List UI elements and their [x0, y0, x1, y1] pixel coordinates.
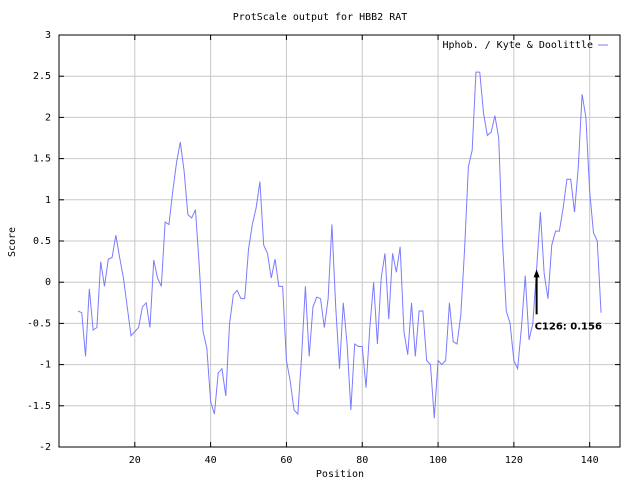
y-tick-label: 2	[45, 112, 51, 123]
x-axis-label: Position	[316, 469, 364, 480]
legend-label: Hphob. / Kyte & Doolittle	[442, 40, 593, 51]
annotation-text: C126: 0.156	[535, 321, 602, 332]
y-tick-label: 0.5	[33, 236, 51, 247]
y-tick-label: -1	[39, 360, 51, 371]
y-tick-label: -0.5	[27, 318, 51, 329]
y-tick-label: 2.5	[33, 71, 51, 82]
annotation-arrowhead	[533, 269, 540, 278]
y-tick-label: -1.5	[27, 401, 51, 412]
y-tick-label: -2	[39, 442, 51, 453]
x-tick-label: 20	[129, 455, 141, 466]
y-tick-label: 0	[45, 277, 51, 288]
y-tick-label: 1.5	[33, 154, 51, 165]
x-tick-label: 100	[429, 455, 447, 466]
y-axis-label: Score	[7, 227, 18, 257]
data-line	[77, 71, 602, 419]
x-tick-label: 140	[581, 455, 599, 466]
x-tick-label: 40	[205, 455, 217, 466]
plot-frame	[58, 34, 621, 448]
x-tick-label: 80	[356, 455, 368, 466]
x-tick-label: 120	[505, 455, 523, 466]
y-tick-label: 3	[45, 30, 51, 41]
y-tick-label: 1	[45, 195, 51, 206]
x-tick-label: 60	[280, 455, 292, 466]
chart-title: ProtScale output for HBB2 RAT	[233, 12, 408, 23]
